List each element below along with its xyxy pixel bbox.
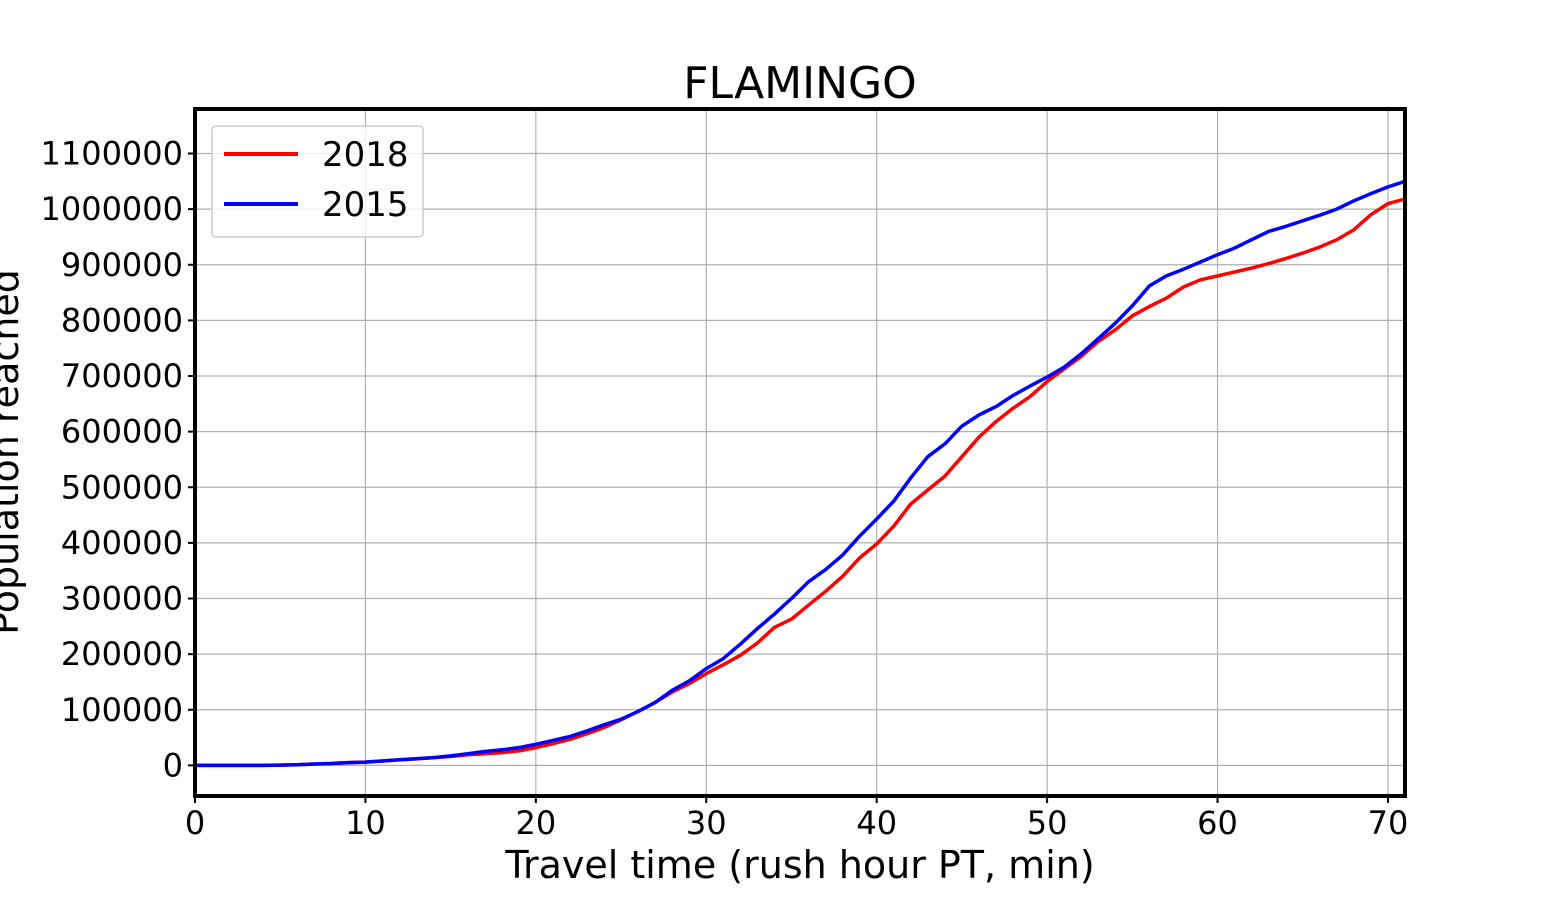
- y-tick-label: 800000: [61, 301, 183, 339]
- y-tick-label: 500000: [61, 468, 183, 506]
- legend-label-2015: 2015: [322, 185, 409, 225]
- y-tick-label: 400000: [61, 524, 183, 562]
- y-tick-label: 200000: [61, 635, 183, 673]
- y-tick-label: 900000: [61, 246, 183, 284]
- y-tick-label: 100000: [61, 691, 183, 729]
- x-tick-label: 30: [686, 804, 727, 842]
- y-tick-label: 600000: [61, 413, 183, 451]
- y-tick-label: 0: [163, 746, 183, 784]
- series-line-2015: [195, 179, 1406, 768]
- x-tick-label: 70: [1368, 804, 1409, 842]
- plot-frame: [193, 107, 1407, 798]
- x-tick-label: 20: [515, 804, 556, 842]
- y-axis-ticks: 0 100000 200000 300000 400000 500000 600000 700…: [40, 135, 195, 784]
- chart-title: FLAMINGO: [683, 58, 917, 109]
- x-tick-label: 50: [1027, 804, 1068, 842]
- legend: 2018 2015: [211, 125, 424, 238]
- y-tick-label: 300000: [61, 580, 183, 618]
- legend-label-2018: 2018: [322, 135, 409, 175]
- grid-lines: [194, 109, 1405, 796]
- y-tick-label: 1100000: [40, 135, 183, 173]
- y-tick-label: 1000000: [40, 190, 183, 228]
- y-axis-label: Population reached: [0, 269, 27, 635]
- x-tick-label: 40: [856, 804, 897, 842]
- x-tick-label: 0: [185, 804, 205, 842]
- x-tick-label: 10: [345, 804, 386, 842]
- x-axis-label: Travel time (rush hour PT, min): [504, 843, 1094, 887]
- x-axis-ticks: 0 10 20 30 40 50 60 70: [185, 796, 1408, 842]
- y-tick-label: 700000: [61, 357, 183, 395]
- x-tick-label: 60: [1197, 804, 1238, 842]
- series-lines: [195, 179, 1406, 768]
